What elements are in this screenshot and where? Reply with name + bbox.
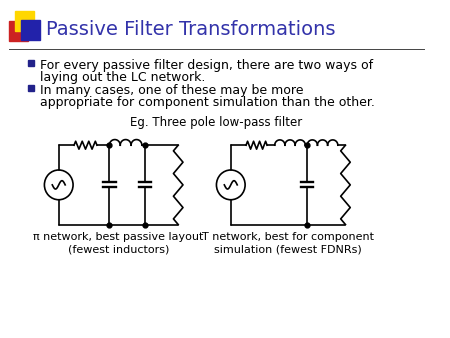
Text: π network, best passive layout: π network, best passive layout <box>33 233 204 242</box>
Text: (fewest inductors): (fewest inductors) <box>68 244 169 255</box>
Bar <box>28 60 34 66</box>
Text: laying out the LC network.: laying out the LC network. <box>40 71 205 84</box>
Text: Eg. Three pole low-pass filter: Eg. Three pole low-pass filter <box>130 116 302 129</box>
Text: T network, best for component: T network, best for component <box>202 233 374 242</box>
Text: simulation (fewest FDNRs): simulation (fewest FDNRs) <box>214 244 362 255</box>
Text: In many cases, one of these may be more: In many cases, one of these may be more <box>40 84 303 97</box>
Bar <box>15 11 34 31</box>
Text: For every passive filter design, there are two ways of: For every passive filter design, there a… <box>40 59 373 72</box>
Bar <box>9 21 28 41</box>
Text: Passive Filter Transformations: Passive Filter Transformations <box>46 20 336 39</box>
Text: appropriate for component simulation than the other.: appropriate for component simulation tha… <box>40 96 374 108</box>
Bar <box>28 85 34 91</box>
Bar <box>21 20 40 40</box>
